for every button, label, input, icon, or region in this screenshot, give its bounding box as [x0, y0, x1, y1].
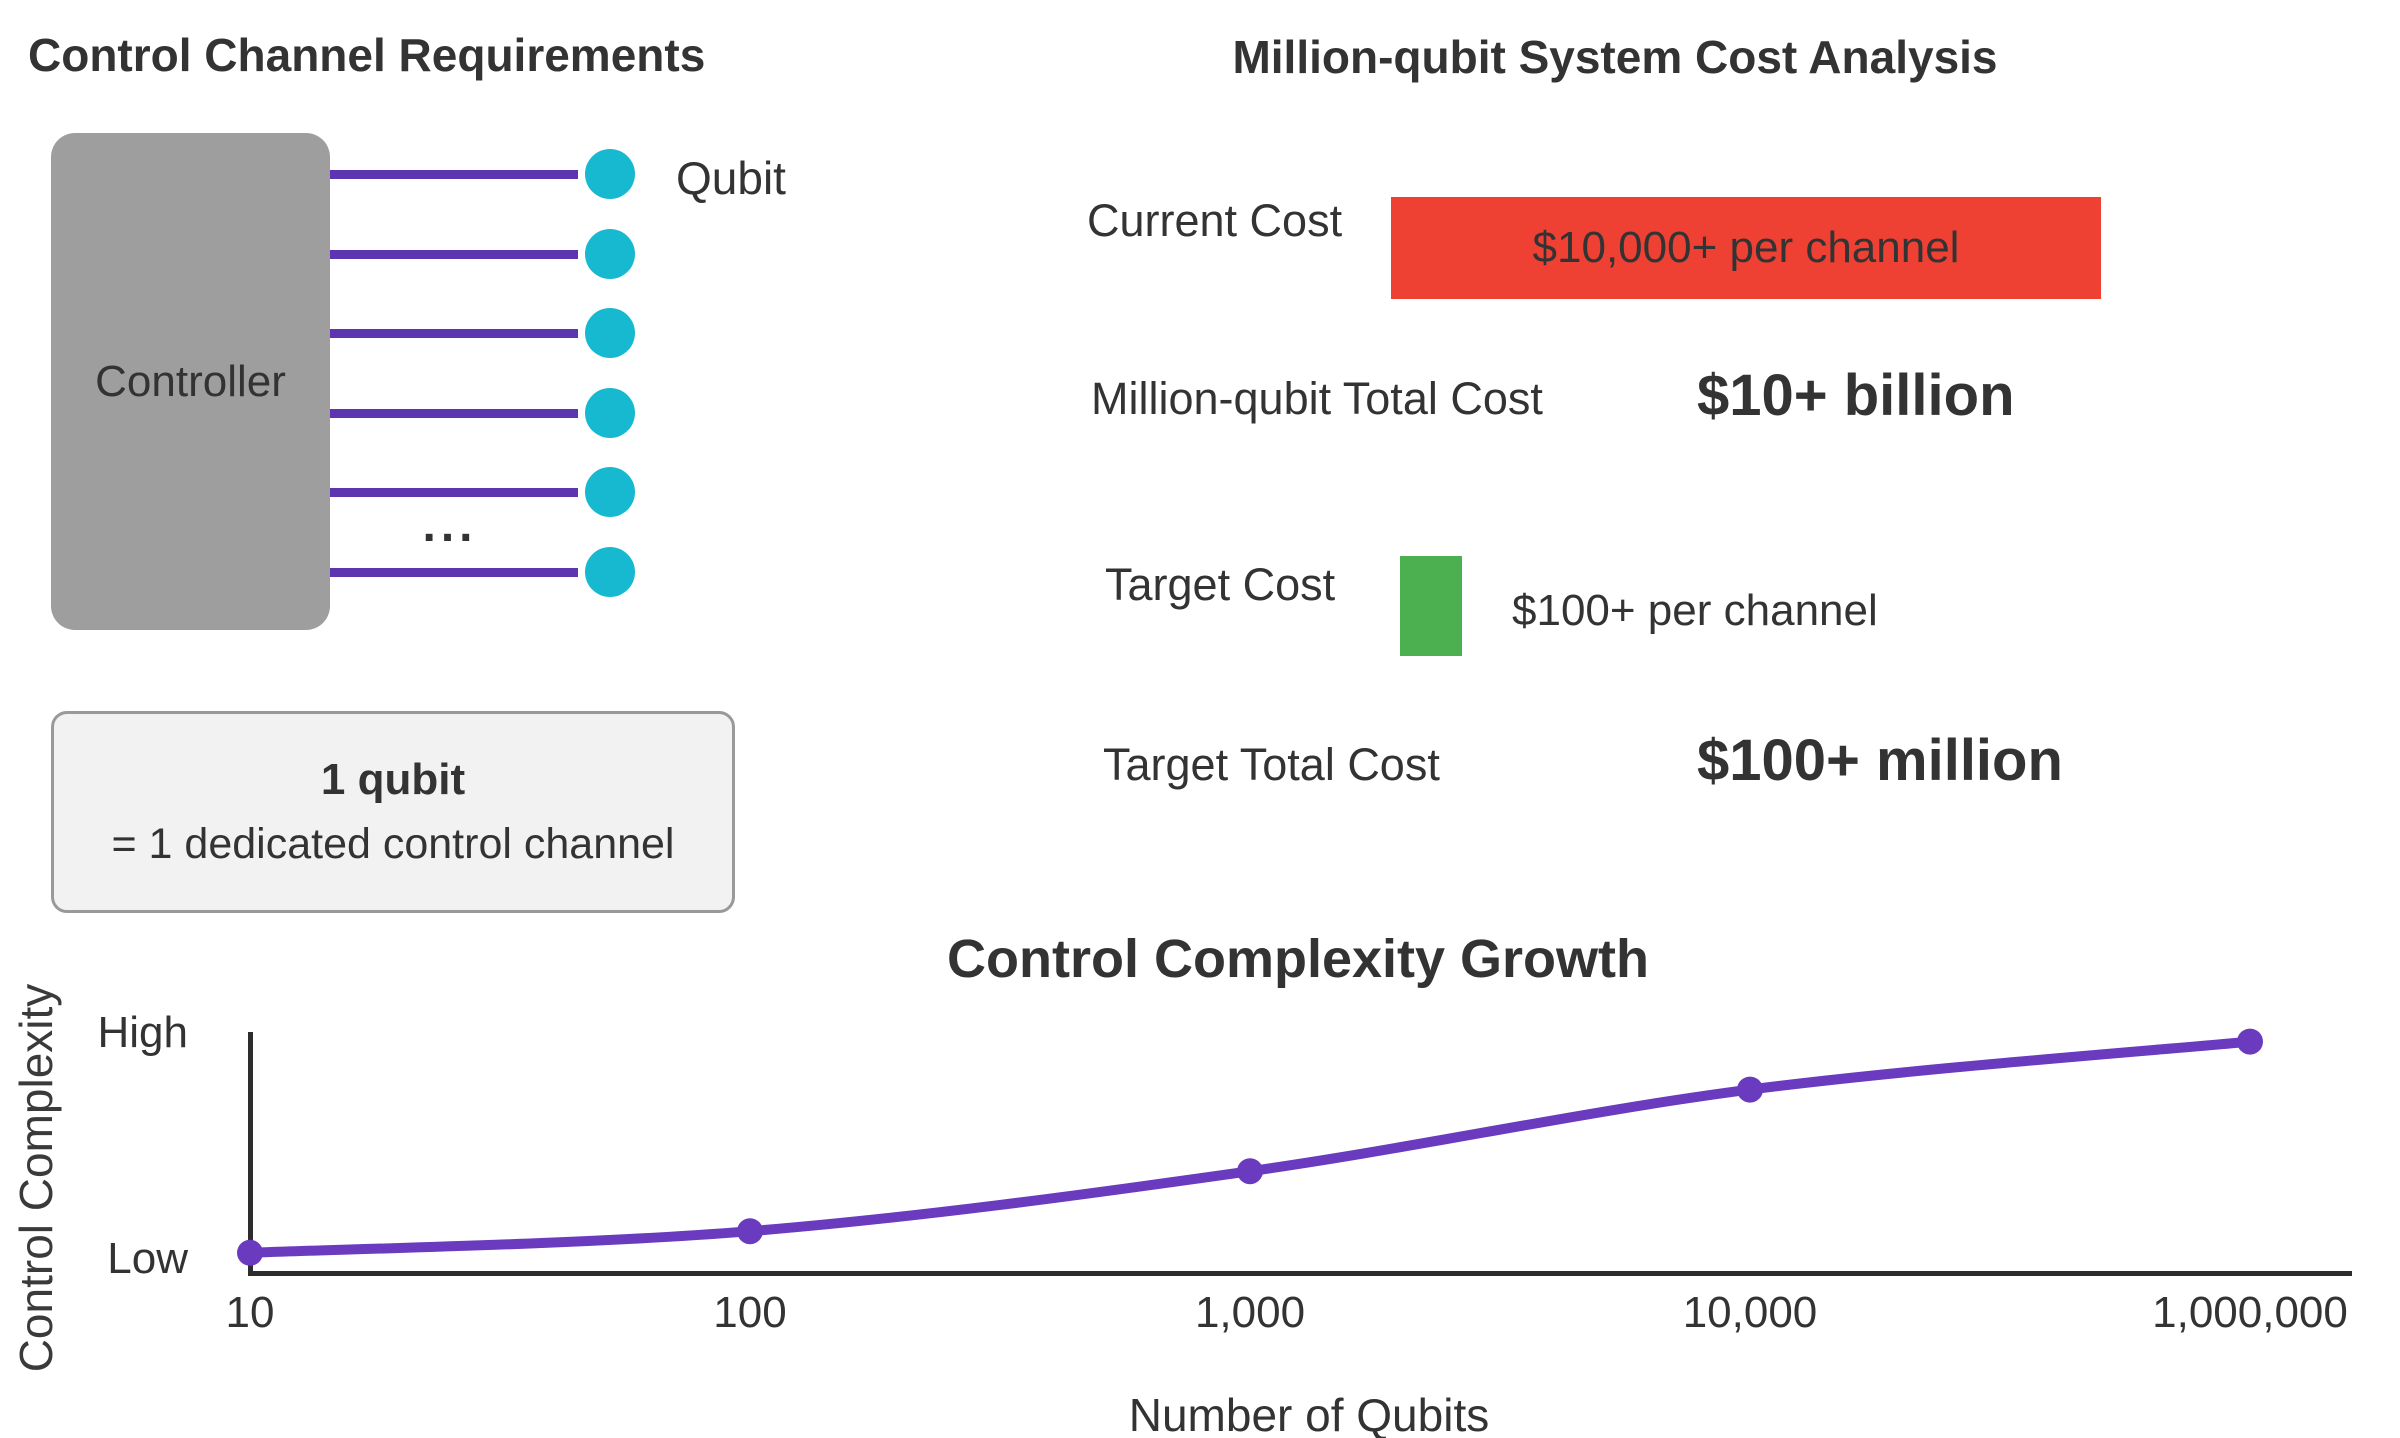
- y-axis-line: [248, 1032, 253, 1276]
- data-point-marker: [737, 1218, 763, 1245]
- complexity-curve: [245, 1036, 2255, 1258]
- x-tick-label: 10: [225, 1288, 275, 1337]
- control-channel-line: [330, 409, 578, 418]
- target-cost-bar-text: $100+ per channel: [1512, 586, 1878, 635]
- qubit-label: Qubit: [676, 152, 786, 204]
- target-total-cost-value: $100+ million: [1697, 728, 2063, 793]
- x-axis-title: Number of Qubits: [1128, 1389, 1490, 1438]
- control-channel-line: [330, 170, 578, 179]
- current-cost-bar: $10,000+ per channel: [1391, 197, 2101, 299]
- note-line-1: 1 qubit: [320, 755, 466, 804]
- million-qubit-total-cost-value: $10+ billion: [1697, 363, 2015, 428]
- qubit-circle: [585, 388, 635, 438]
- million-qubit-total-cost-label: Million-qubit Total Cost: [1091, 373, 1543, 424]
- y-tick-high: High: [97, 1008, 189, 1057]
- qubit-circle: [585, 229, 635, 279]
- qubit-circle: [585, 149, 635, 199]
- control-channel-line: [330, 329, 578, 338]
- x-tick-label: 1,000: [1194, 1288, 1306, 1337]
- current-cost-bar-text: $10,000+ per channel: [1532, 223, 1960, 272]
- chart-title: Control Complexity Growth: [947, 929, 1649, 989]
- control-channel-line: [330, 250, 578, 259]
- control-channel-line: [330, 488, 578, 497]
- target-cost-bar: [1400, 556, 1462, 656]
- target-cost-label: Target Cost: [1105, 559, 1336, 610]
- right-panel-title: Million-qubit System Cost Analysis: [1232, 31, 1998, 83]
- x-tick-label: 10,000: [1682, 1288, 1818, 1337]
- data-point-marker: [1737, 1076, 1763, 1103]
- y-tick-low: Low: [107, 1234, 188, 1283]
- x-tick-label: 1,000,000: [2152, 1288, 2348, 1337]
- data-point-marker: [1237, 1158, 1263, 1185]
- qubit-channel-note-box: 1 qubit = 1 dedicated control channel: [51, 711, 735, 913]
- current-cost-label: Current Cost: [1087, 195, 1343, 246]
- controller-box: Controller: [51, 133, 330, 630]
- target-total-cost-label: Target Total Cost: [1103, 739, 1440, 790]
- qubit-circle: [585, 308, 635, 358]
- more-channels-ellipsis: ...: [422, 499, 478, 552]
- note-line-2: = 1 dedicated control channel: [111, 820, 675, 868]
- data-points: [237, 1028, 2263, 1266]
- qubit-circle: [585, 547, 635, 597]
- control-channel-line: [330, 568, 578, 577]
- controller-label: Controller: [95, 356, 286, 406]
- qubit-circle: [585, 467, 635, 517]
- x-tick-label: 100: [713, 1288, 787, 1337]
- x-axis-line: [248, 1271, 2352, 1276]
- left-panel-title: Control Channel Requirements: [28, 29, 706, 81]
- data-point-marker: [2237, 1028, 2263, 1055]
